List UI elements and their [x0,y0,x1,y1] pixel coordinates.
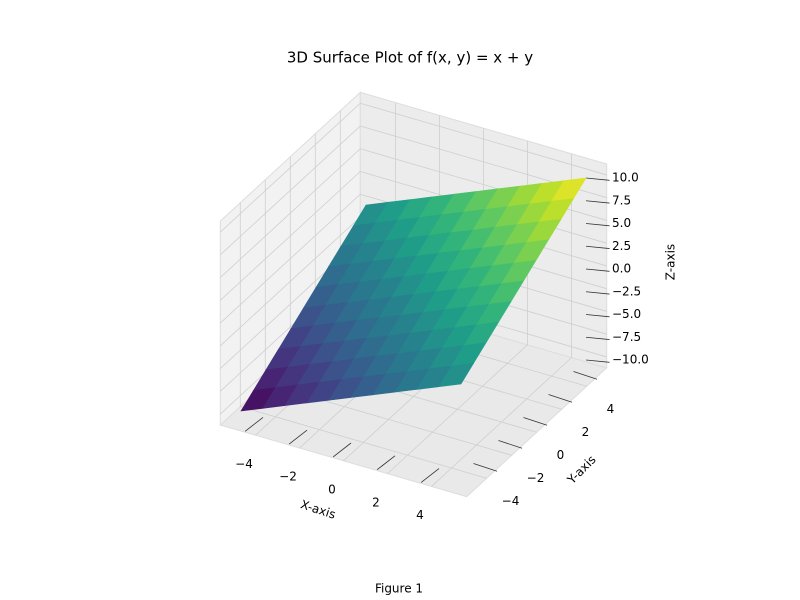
tick-mark [498,440,523,449]
x-tick-label: 2 [372,495,380,509]
tick-mark [548,394,573,403]
tick-mark [420,468,440,483]
z-tick-label: −10.0 [612,353,649,367]
grid-line [220,125,361,256]
tick-mark [585,223,610,227]
figure-label: Figure 1 [375,582,423,596]
z-tick-label: 2.5 [612,239,631,253]
x-tick-label: 0 [328,483,336,497]
y-tick-label: 2 [582,425,590,439]
tick-mark [585,245,610,249]
grid-line [220,102,361,233]
grid-line [220,216,361,347]
grid-line [220,193,361,324]
x-axis-label: X-axis [299,497,338,521]
y-axis-label: Y-axis [564,453,599,488]
tick-mark [585,314,610,318]
chart-title: 3D Surface Plot of f(x, y) = x + y [287,49,533,67]
tick-mark [523,417,548,426]
tick-mark [585,268,610,272]
surface-patch [438,363,475,388]
x-tick-label: −4 [235,457,253,471]
tick-mark [573,371,598,380]
z-tick-label: −7.5 [612,330,641,344]
y-tick-label: −2 [527,471,545,485]
grid-line [360,102,607,176]
tick-mark [585,291,610,295]
tick-mark [585,359,610,363]
z-tick-label: 0.0 [612,262,631,276]
z-tick-label: 10.0 [612,171,639,185]
z-axis-label: Z-axis [664,244,678,280]
tick-mark [244,417,264,432]
grid-line [240,406,487,479]
tick-mark [376,455,396,471]
x-tick-label: 4 [416,508,424,522]
x-tick-label: −2 [279,470,297,484]
grid-line [220,171,361,301]
y-tick-label: −4 [502,494,520,508]
z-tick-label: −5.0 [612,307,641,321]
tick-mark [585,336,610,340]
tick-mark [288,429,308,445]
z-tick-label: 7.5 [612,193,631,207]
tick-mark [473,463,498,472]
tick-mark [585,200,610,204]
z-tick-label: −2.5 [612,284,641,298]
y-tick-label: 0 [557,448,565,462]
grid-line [220,148,361,278]
y-tick-label: 4 [607,402,615,416]
tick-mark [332,442,352,458]
tick-mark [585,177,610,181]
z-tick-label: 5.0 [612,216,631,230]
